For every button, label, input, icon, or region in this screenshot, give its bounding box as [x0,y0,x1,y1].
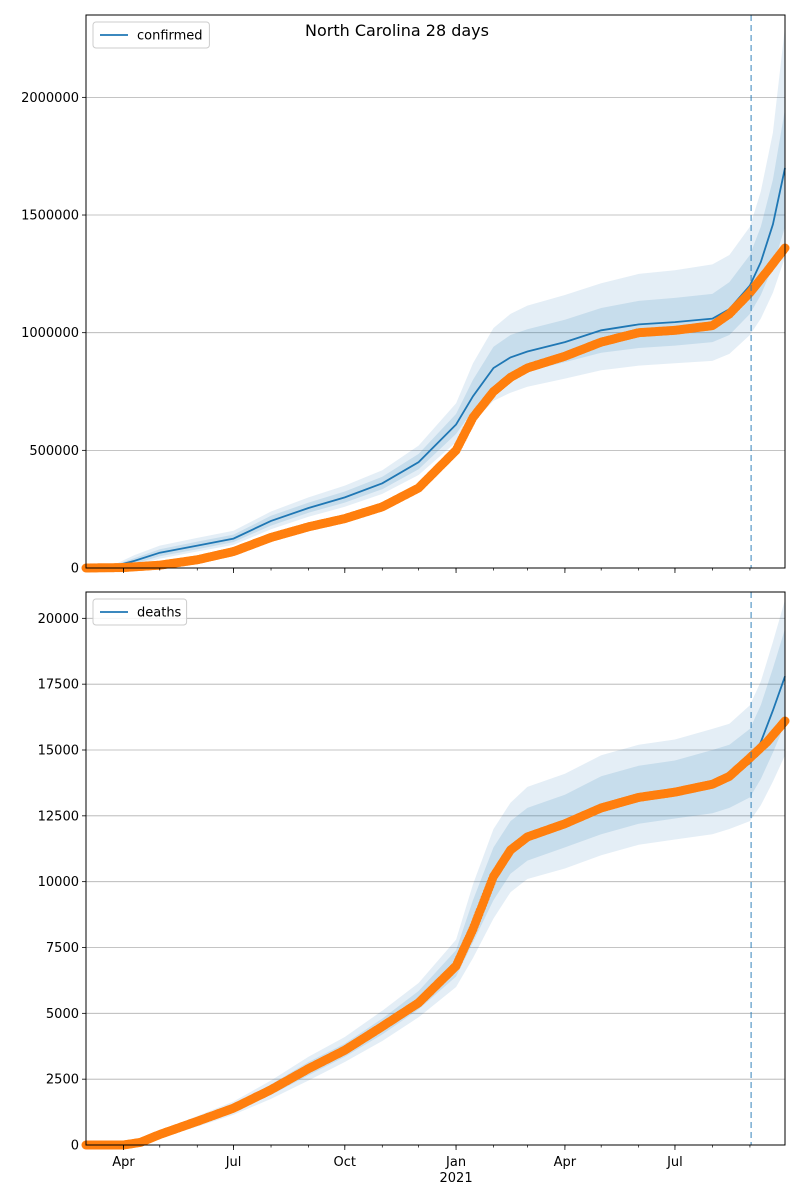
observed-series [81,243,790,573]
x-tick-label: Apr [112,1155,135,1170]
x-year-label: 2021 [440,1171,473,1186]
chart-title: North Carolina 28 days [305,21,489,40]
inner-interval-band [86,109,785,568]
legend-label: confirmed [137,29,203,44]
legend-box [92,598,188,626]
y-tick-label: 500000 [29,444,79,459]
x-tick-label: Jan [445,1155,466,1170]
x-tick-label: Jul [225,1155,242,1170]
axes-frame [85,591,786,1146]
legend-box [92,21,210,49]
y-tick-label: 10000 [38,875,79,890]
observed-series [81,716,790,1150]
deaths-panel: 0 2500 5000 7500 10000 12500 15000 17500 20000 de… [38,591,790,1154]
y-tick-label: 1000000 [21,326,79,341]
y-tick-label: 2000000 [21,91,79,106]
y-tick-label: 20000 [38,612,79,627]
legend: deaths [92,598,188,626]
legend-label: deaths [137,606,182,621]
x-tick-label: Oct [334,1155,356,1170]
x-tick-label: Apr [554,1155,577,1170]
y-tick-label: 12500 [38,809,79,824]
confirmed-panel: 0 500000 1000000 1500000 2000000 confirmed [21,14,790,577]
y-tick-label: 7500 [46,941,79,956]
y-tick-label: 15000 [38,744,79,759]
outer-interval-band [86,26,785,569]
y-tick-label: 0 [71,1139,79,1154]
y-tick-label: 17500 [38,678,79,693]
y-tick-label: 0 [71,562,79,577]
legend: confirmed [92,21,210,49]
model-line [85,167,786,569]
outer-interval-band [86,599,785,1145]
x-tick-label: Jul [666,1155,683,1170]
axes-frame [85,14,786,569]
x-axis-labels: Apr Jul Oct Jan Apr Jul 2021 [112,1155,683,1186]
inner-interval-band [86,628,785,1145]
y-tick-label: 5000 [46,1007,79,1022]
y-tick-label: 1500000 [21,209,79,224]
y-tick-label: 2500 [46,1073,79,1088]
